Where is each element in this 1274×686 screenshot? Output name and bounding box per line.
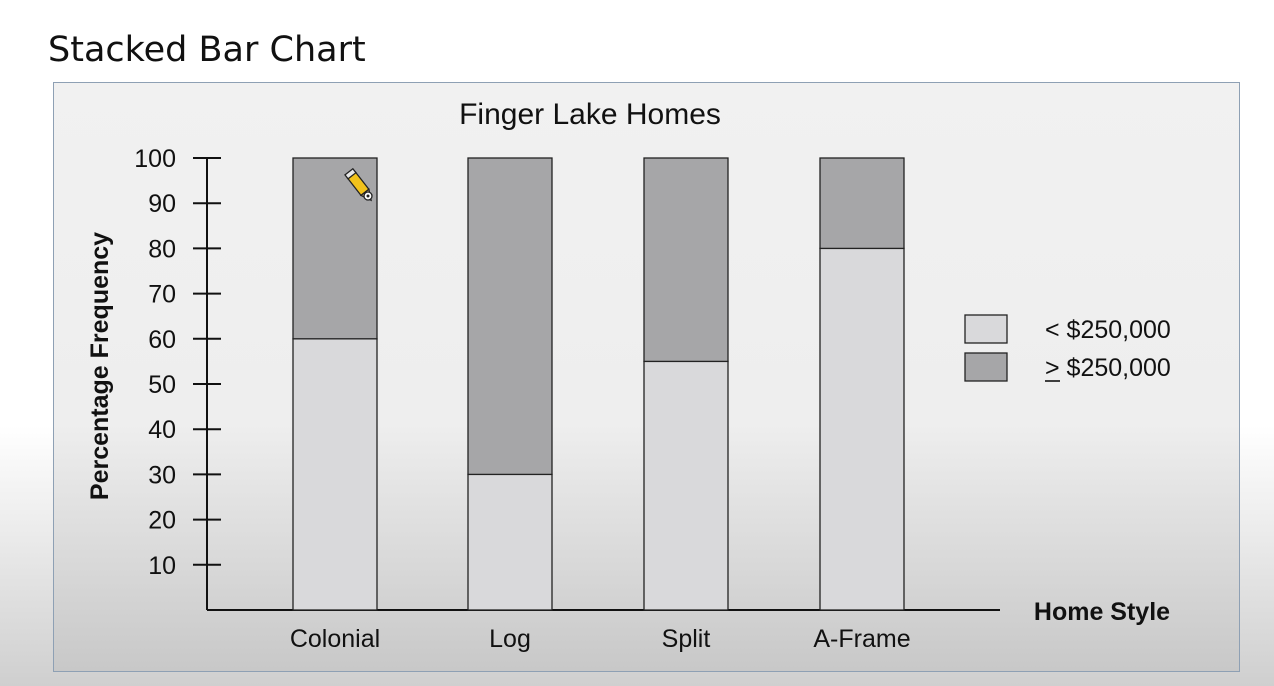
x-tick-label: Log [489, 625, 531, 653]
y-tick-label: 100 [134, 145, 176, 173]
y-tick-label: 10 [148, 552, 176, 580]
bar-segment-under-250k [292, 338, 378, 611]
pencil-cursor-icon [344, 167, 373, 202]
legend-label: < $250,000 [1045, 316, 1171, 344]
chart-title: Finger Lake Homes [459, 98, 721, 131]
y-tick-label: 80 [148, 235, 176, 263]
bar-segment-under-250k [467, 473, 553, 611]
bar-segment-over-250k [819, 157, 905, 250]
x-tick-label: Split [662, 625, 711, 653]
legend-swatch [964, 352, 1008, 382]
chart-marks: 10 20 30 40 50 60 70 80 90 100 Colonial Log Split A-F… [134, 145, 1000, 653]
x-tick-label: A-Frame [813, 625, 910, 653]
bar-segment-under-250k [819, 247, 905, 611]
legend-label: > $250,000 [1045, 354, 1171, 382]
y-tick-label: 20 [148, 507, 176, 535]
y-axis-label: Percentage Frequency [86, 232, 114, 500]
slide-title: Stacked Bar Chart [48, 30, 366, 70]
x-axis-label: Home Style [1034, 598, 1170, 626]
y-tick-label: 30 [148, 461, 176, 489]
y-tick-label: 90 [148, 190, 176, 218]
bar-segment-under-250k [643, 360, 729, 611]
y-tick-label: 70 [148, 281, 176, 309]
bar-segment-over-250k [467, 157, 553, 476]
bar-segment-over-250k [643, 157, 729, 363]
y-tick-label: 50 [148, 371, 176, 399]
y-tick-label: 40 [148, 416, 176, 444]
y-tick-label: 60 [148, 326, 176, 354]
chart-legend: < $250,000 > $250,000 [964, 314, 1171, 382]
x-tick-label: Colonial [290, 625, 380, 653]
legend-swatch [964, 314, 1008, 344]
